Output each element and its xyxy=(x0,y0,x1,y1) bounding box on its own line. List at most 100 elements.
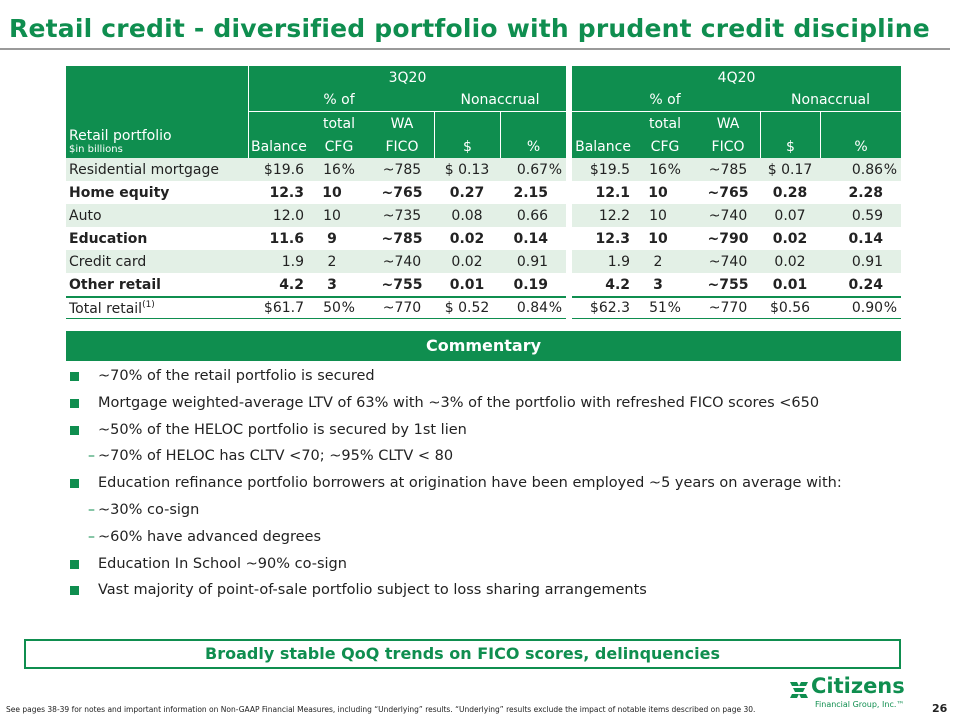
wa-fico-cell: ~785 xyxy=(370,158,434,181)
table-total-row: Total retail(1) $61.7 50% ~770 $ 0.52 0.84% $6… xyxy=(66,296,902,319)
bullet-text: Education In School ~90% co-sign xyxy=(98,555,347,572)
pct-total-cell: 51% xyxy=(634,296,697,319)
col-pct-top: % of xyxy=(308,89,370,112)
pct-total-cell: 9 xyxy=(308,227,370,250)
footnote: See pages 38-39 for notes and important … xyxy=(6,705,756,714)
nonaccrual-dollar-cell: $ 0.52 xyxy=(434,296,500,319)
nonaccrual-pct-cell-value: 0.19 xyxy=(513,276,549,293)
wa-fico-cell: ~785 xyxy=(370,227,434,250)
nonaccrual-dollar-cell: $ 0.17 xyxy=(760,158,821,181)
bullet-text: Education refinance portfolio borrowers … xyxy=(98,475,842,492)
pct-total-cell-unit: % xyxy=(667,300,681,316)
citizens-logo-mark-icon xyxy=(790,682,808,698)
nonaccrual-pct-cell-value: 0.67 xyxy=(516,161,549,178)
balance-cell: $62.3 xyxy=(572,296,635,319)
nonaccrual-pct-cell: 0.91 xyxy=(500,250,567,273)
bullet-item: Vast majority of point-of-sale portfolio… xyxy=(68,580,928,607)
nonaccrual-dollar-cell: 0.07 xyxy=(760,204,821,227)
key-takeaway-callout: Broadly stable QoQ trends on FICO scores… xyxy=(24,639,901,669)
dash-bullet-icon: – xyxy=(88,448,95,465)
balance-cell: 12.3 xyxy=(572,227,635,250)
nonaccrual-dollar-cell: 0.02 xyxy=(434,250,500,273)
nonaccrual-pct-cell-value: 0.86 xyxy=(851,161,884,178)
nonaccrual-pct-cell: 0.14 xyxy=(820,227,902,250)
row-label-header: Retail portfolio $in billions xyxy=(66,66,248,158)
wa-fico-cell: ~755 xyxy=(370,273,434,296)
pct-total-cell-value: 10 xyxy=(648,184,668,201)
square-bullet-icon xyxy=(70,425,79,435)
col-fico-bottom: FICO xyxy=(370,135,434,158)
wa-fico-cell: ~770 xyxy=(696,296,761,319)
total-label: Total retail xyxy=(69,300,143,317)
nonaccrual-pct-cell: 0.86% xyxy=(820,158,902,181)
bullet-text: Vast majority of point-of-sale portfolio… xyxy=(98,582,647,599)
balance-cell: 11.6 xyxy=(248,227,308,250)
nonaccrual-dollar-cell: $ 0.13 xyxy=(434,158,500,181)
pct-total-cell-value: 3 xyxy=(653,276,663,293)
square-bullet-icon xyxy=(70,372,79,381)
col-fico-bottom: FICO xyxy=(696,135,761,158)
nonaccrual-pct-cell: 0.66 xyxy=(500,204,567,227)
bullet-text: Mortgage weighted-average LTV of 63% wit… xyxy=(98,394,820,411)
nonaccrual-pct-cell-value: 0.14 xyxy=(848,230,884,247)
bullet-item: Education refinance portfolio borrowers … xyxy=(68,473,928,500)
wa-fico-cell: ~740 xyxy=(696,204,761,227)
commentary-heading: Commentary xyxy=(66,331,901,361)
sub-bullet-item: – ~60% have advanced degrees xyxy=(68,527,928,554)
square-bullet-icon xyxy=(70,479,79,489)
wa-fico-cell: ~790 xyxy=(696,227,761,250)
page-title: Retail credit - diversified portfolio wi… xyxy=(9,14,930,43)
col-pct-mid: total xyxy=(308,112,370,135)
balance-cell: 1.9 xyxy=(248,250,308,273)
nonaccrual-dollar-cell: 0.02 xyxy=(760,227,821,250)
citizens-logo: Citizens Financial Group, Inc.™ xyxy=(787,674,917,712)
wa-fico-cell: ~765 xyxy=(696,181,761,204)
row-label: Education xyxy=(66,227,248,250)
pct-total-cell-value: 2 xyxy=(327,253,337,270)
nonaccrual-pct-cell-value: 0.66 xyxy=(516,207,549,224)
pct-total-cell-unit: % xyxy=(667,161,681,178)
pct-total-cell-value: 10 xyxy=(648,230,668,247)
col-fico-top: WA xyxy=(696,112,761,135)
nonaccrual-pct-cell: 2.15 xyxy=(500,181,567,204)
balance-cell: $19.6 xyxy=(248,158,308,181)
pct-total-cell-value: 10 xyxy=(323,207,341,224)
dash-bullet-icon: – xyxy=(88,528,95,545)
nonaccrual-pct-cell-value: 0.84 xyxy=(516,300,549,316)
col-dollar: $ xyxy=(760,135,821,158)
pct-total-cell: 16% xyxy=(308,158,370,181)
pct-total-cell-value: 3 xyxy=(327,276,337,293)
pct-total-cell: 10 xyxy=(634,227,697,250)
col-pct-mid: total xyxy=(634,112,697,135)
nonaccrual-pct-cell-unit: % xyxy=(548,161,563,178)
balance-cell: 12.1 xyxy=(572,181,635,204)
nonaccrual-pct-cell-value: 0.91 xyxy=(851,253,884,270)
col-dollar: $ xyxy=(434,135,500,158)
square-bullet-icon xyxy=(70,559,79,569)
nonaccrual-pct-cell-value: 0.90 xyxy=(851,300,884,316)
nonaccrual-dollar-cell: 0.02 xyxy=(760,250,821,273)
nonaccrual-pct-cell: 0.59 xyxy=(820,204,902,227)
wa-fico-cell: ~740 xyxy=(696,250,761,273)
pct-total-cell-value: 51 xyxy=(649,300,667,316)
col-percent: % xyxy=(820,135,902,158)
pct-total-cell: 10 xyxy=(308,204,370,227)
col-pct-bottom: CFG xyxy=(308,135,370,158)
balance-cell: 4.2 xyxy=(248,273,308,296)
balance-cell: 12.2 xyxy=(572,204,635,227)
nonaccrual-pct-cell-value: 0.59 xyxy=(851,207,884,224)
nonaccrual-pct-cell-value: 2.28 xyxy=(848,184,884,201)
bullet-text: ~70% of HELOC has CLTV <70; ~95% CLTV < … xyxy=(98,448,454,465)
commentary-list: ~70% of the retail portfolio is secured M… xyxy=(68,366,928,607)
bullet-text: ~60% have advanced degrees xyxy=(98,528,321,545)
period-header-4q20: 4Q20 xyxy=(572,66,902,89)
col-balance: Balance xyxy=(572,135,635,158)
nonaccrual-pct-cell-value: 2.15 xyxy=(513,184,549,201)
square-bullet-icon xyxy=(70,398,79,408)
pct-total-cell-unit: % xyxy=(341,161,355,178)
sub-bullet-item: – ~70% of HELOC has CLTV <70; ~95% CLTV <… xyxy=(68,446,928,473)
pct-total-cell: 2 xyxy=(634,250,697,273)
balance-cell: 1.9 xyxy=(572,250,635,273)
nonaccrual-dollar-cell: 0.02 xyxy=(434,227,500,250)
col-percent: % xyxy=(500,135,567,158)
